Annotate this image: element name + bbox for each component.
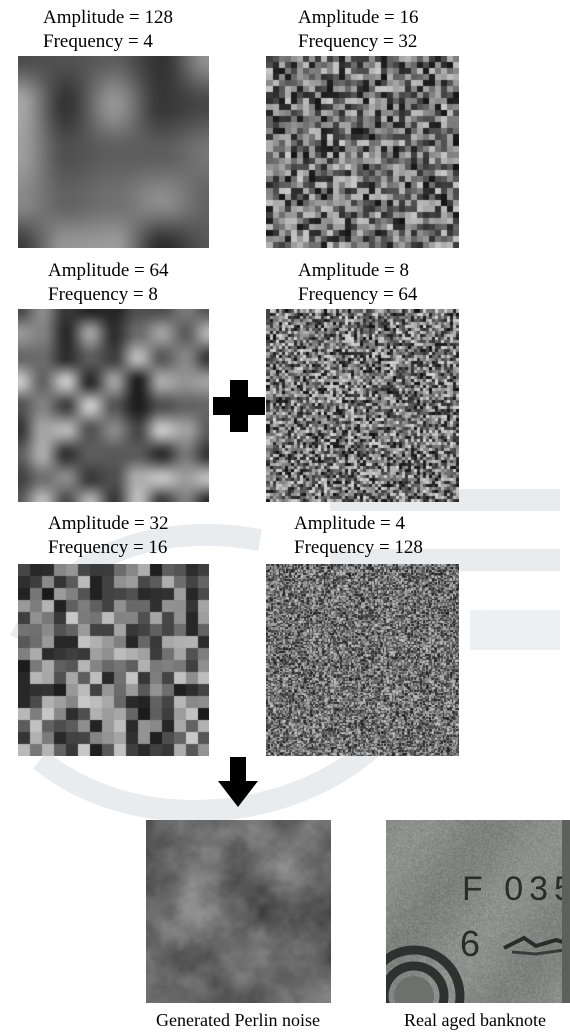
generated-noise-canvas xyxy=(146,820,331,1003)
banknote-digit-text: 6 xyxy=(460,923,480,964)
tile-5-frequency-label: Frequency = 16 xyxy=(48,537,168,558)
banknote-overlay: F 035 6 xyxy=(386,820,570,1003)
tile-3-amplitude-label: Amplitude = 64 xyxy=(48,260,169,281)
noise-canvas xyxy=(18,309,209,502)
tile-1-amplitude-label: Amplitude = 128 xyxy=(43,7,173,28)
noise-tile-freq-32 xyxy=(266,56,459,248)
down-arrow-icon xyxy=(218,757,258,807)
tile-4-frequency-label: Frequency = 64 xyxy=(298,284,418,305)
noise-canvas xyxy=(18,564,209,756)
noise-tile-freq-4 xyxy=(18,56,209,248)
tile-2-amplitude-label: Amplitude = 16 xyxy=(298,7,419,28)
banknote-texture-canvas xyxy=(386,820,570,1003)
tile-3-frequency-label: Frequency = 8 xyxy=(48,284,158,305)
real-aged-banknote-caption: Real aged banknote xyxy=(404,1010,546,1030)
noise-tile-freq-8 xyxy=(18,309,209,502)
tile-5-amplitude-label: Amplitude = 32 xyxy=(48,513,169,534)
tile-4-amplitude-label: Amplitude = 8 xyxy=(298,260,409,281)
banknote-serial-text: F 035 xyxy=(462,870,570,908)
noise-tile-freq-16 xyxy=(18,564,209,756)
noise-tile-freq-64 xyxy=(266,309,459,502)
noise-canvas xyxy=(266,564,459,756)
noise-canvas xyxy=(266,309,459,502)
plus-icon xyxy=(213,380,265,432)
real-aged-banknote-image: F 035 6 xyxy=(386,820,570,1003)
noise-tile-freq-128 xyxy=(266,564,459,756)
tile-1-frequency-label: Frequency = 4 xyxy=(43,31,153,52)
noise-canvas xyxy=(266,56,459,248)
tile-2-frequency-label: Frequency = 32 xyxy=(298,31,418,52)
tile-6-frequency-label: Frequency = 128 xyxy=(294,537,423,558)
generated-perlin-noise-caption: Generated Perlin noise xyxy=(156,1010,320,1030)
noise-canvas xyxy=(18,56,209,248)
generated-perlin-noise-image xyxy=(146,820,331,1003)
tile-6-amplitude-label: Amplitude = 4 xyxy=(294,513,405,534)
